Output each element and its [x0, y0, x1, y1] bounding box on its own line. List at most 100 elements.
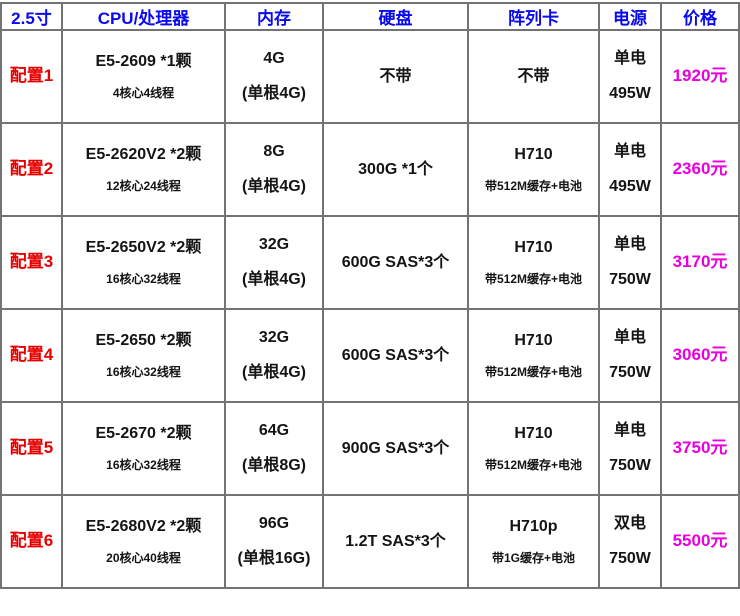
memory-note: (单根8G)	[241, 457, 306, 474]
memory-note: (单根4G)	[241, 178, 306, 195]
table-row: 配置4 E5-2650 *2颗 16核心32线程 32G (单根4G) 600G S…	[0, 308, 740, 403]
raid-model: 不带	[517, 67, 550, 85]
power-type: 单电	[613, 236, 646, 254]
raid-cache-note: 带512M缓存+电池	[484, 365, 583, 380]
price-cell: 1920元	[660, 29, 740, 124]
raid-cache-note: 带512M缓存+电池	[484, 272, 583, 287]
memory-cell: 96G (单根16G)	[224, 494, 324, 589]
raid-cache-note: 带1G缓存+电池	[491, 551, 576, 566]
disk-cell: 900G SAS*3个	[322, 401, 469, 496]
table-row: 配置5 E5-2670 *2颗 16核心32线程 64G (单根8G) 900G S…	[0, 401, 740, 496]
cpu-model: E5-2620V2 *2颗	[85, 145, 202, 163]
cpu-cores-note: 16核心32线程	[106, 365, 181, 380]
config-label: 配置5	[9, 438, 54, 458]
header-row: 2.5寸 CPU/处理器 内存 硬盘 阵列卡 电源 价格	[0, 2, 740, 31]
memory-cell: 64G (单根8G)	[224, 401, 324, 496]
cpu-model: E5-2680V2 *2颗	[85, 517, 202, 535]
power-wattage: 495W	[609, 178, 651, 195]
price-value: 3750元	[672, 438, 728, 458]
disk-cell: 600G SAS*3个	[322, 308, 469, 403]
raid-model: H710p	[509, 517, 558, 535]
price-value: 5500元	[672, 531, 728, 551]
price-cell: 3750元	[660, 401, 740, 496]
price-cell: 3170元	[660, 215, 740, 310]
memory-cell: 4G (单根4G)	[224, 29, 324, 124]
power-cell: 单电 750W	[598, 215, 662, 310]
power-wattage: 750W	[609, 457, 651, 474]
memory-size: 32G	[258, 329, 290, 347]
disk-spec: 600G SAS*3个	[341, 253, 450, 271]
power-type: 单电	[613, 50, 646, 68]
power-wattage: 750W	[609, 271, 651, 288]
config-label-cell: 配置1	[0, 29, 63, 124]
column-header-power: 电源	[598, 2, 662, 31]
price-value: 3060元	[672, 345, 728, 365]
cpu-model: E5-2670 *2颗	[95, 424, 192, 442]
memory-size: 96G	[258, 515, 290, 533]
cpu-cores-note: 4核心4线程	[112, 86, 175, 101]
power-cell: 单电 750W	[598, 308, 662, 403]
price-value: 1920元	[672, 66, 728, 86]
disk-spec: 300G *1个	[358, 160, 433, 178]
memory-cell: 32G (单根4G)	[224, 215, 324, 310]
memory-cell: 8G (单根4G)	[224, 122, 324, 217]
raid-cache-note: 带512M缓存+电池	[484, 179, 583, 194]
column-header-raid: 阵列卡	[467, 2, 600, 31]
cpu-cell: E5-2650V2 *2颗 16核心32线程	[61, 215, 226, 310]
price-sheet: 2.5寸 CPU/处理器 内存 硬盘 阵列卡 电源 价格 配置1 E5-2609…	[0, 2, 740, 589]
memory-size: 8G	[263, 143, 285, 161]
config-label: 配置2	[9, 159, 54, 179]
price-cell: 2360元	[660, 122, 740, 217]
raid-cell: H710 带512M缓存+电池	[467, 122, 600, 217]
cpu-model: E5-2650V2 *2颗	[85, 238, 202, 256]
memory-note: (单根4G)	[241, 271, 306, 288]
config-label-cell: 配置5	[0, 401, 63, 496]
disk-spec: 不带	[379, 67, 412, 85]
raid-cell: H710p 带1G缓存+电池	[467, 494, 600, 589]
table-row: 配置1 E5-2609 *1颗 4核心4线程 4G (单根4G) 不带 不带 单电 4…	[0, 29, 740, 124]
cpu-model: E5-2650 *2颗	[95, 331, 192, 349]
power-wattage: 750W	[609, 550, 651, 567]
memory-note: (单根4G)	[241, 85, 306, 102]
disk-cell: 不带	[322, 29, 469, 124]
table-body: 配置1 E5-2609 *1颗 4核心4线程 4G (单根4G) 不带 不带 单电 4…	[0, 29, 740, 589]
config-label: 配置1	[9, 66, 54, 86]
cpu-cores-note: 20核心40线程	[106, 551, 181, 566]
power-cell: 单电 495W	[598, 122, 662, 217]
cpu-cores-note: 12核心24线程	[106, 179, 181, 194]
raid-cell: H710 带512M缓存+电池	[467, 401, 600, 496]
price-value: 3170元	[672, 252, 728, 272]
memory-size: 64G	[258, 422, 290, 440]
price-cell: 3060元	[660, 308, 740, 403]
power-type: 单电	[613, 422, 646, 440]
cpu-cell: E5-2670 *2颗 16核心32线程	[61, 401, 226, 496]
raid-model: H710	[514, 145, 553, 163]
config-label: 配置6	[9, 531, 54, 551]
column-header-disk: 硬盘	[322, 2, 469, 31]
config-label-cell: 配置4	[0, 308, 63, 403]
power-type: 双电	[613, 515, 646, 533]
disk-spec: 600G SAS*3个	[341, 346, 450, 364]
cpu-cores-note: 16核心32线程	[106, 458, 181, 473]
table-row: 配置2 E5-2620V2 *2颗 12核心24线程 8G (单根4G) 300G …	[0, 122, 740, 217]
raid-cache-note: 带512M缓存+电池	[484, 458, 583, 473]
raid-cell: H710 带512M缓存+电池	[467, 308, 600, 403]
raid-model: H710	[514, 424, 553, 442]
disk-cell: 300G *1个	[322, 122, 469, 217]
power-type: 单电	[613, 329, 646, 347]
disk-spec: 900G SAS*3个	[341, 439, 450, 457]
config-label-cell: 配置2	[0, 122, 63, 217]
cpu-cores-note: 16核心32线程	[106, 272, 181, 287]
disk-cell: 1.2T SAS*3个	[322, 494, 469, 589]
config-label-cell: 配置3	[0, 215, 63, 310]
config-label-cell: 配置6	[0, 494, 63, 589]
raid-model: H710	[514, 238, 553, 256]
disk-cell: 600G SAS*3个	[322, 215, 469, 310]
memory-note: (单根4G)	[241, 364, 306, 381]
server-config-price-table: 2.5寸 CPU/处理器 内存 硬盘 阵列卡 电源 价格 配置1 E5-2609…	[0, 2, 740, 589]
column-header-price: 价格	[660, 2, 740, 31]
raid-cell: H710 带512M缓存+电池	[467, 215, 600, 310]
column-header-cpu: CPU/处理器	[61, 2, 226, 31]
config-label: 配置4	[9, 345, 54, 365]
cpu-model: E5-2609 *1颗	[95, 52, 192, 70]
